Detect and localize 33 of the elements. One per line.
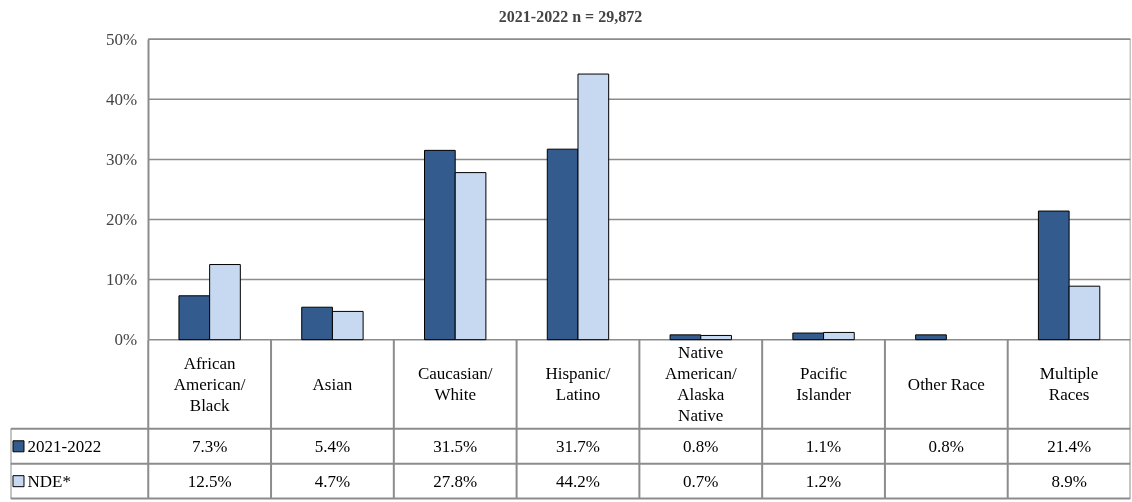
data-label: 0.8% (683, 436, 719, 456)
y-tick-label: 0% (114, 330, 138, 350)
bar (915, 334, 947, 341)
x-tick-label: Caucasian/White (417, 364, 493, 405)
x-tick-label: Multiple Races (1039, 364, 1099, 405)
data-label: 12.5% (187, 471, 232, 491)
chart-title: 2021-2022 n = 29,872 (498, 7, 643, 25)
data-label: 5.4% (314, 436, 351, 456)
x-tick-label: Hispanic/Latino (545, 364, 611, 405)
y-tick-label: 30% (106, 149, 138, 169)
data-label: 31.7% (556, 436, 600, 456)
x-tick-label: Other Race (907, 374, 985, 394)
y-tick-label: 20% (106, 209, 138, 229)
data-label: 1.1% (805, 436, 842, 456)
data-label: 27.8% (433, 471, 478, 491)
x-tick-label: Pacific Islander (796, 364, 852, 405)
legend-label: 2021-2022 (27, 436, 102, 456)
legend-label: NDE* (27, 471, 71, 491)
data-label: 31.5% (433, 436, 478, 456)
x-tick-label: African American/Black (173, 353, 246, 415)
data-label: 1.2% (805, 471, 842, 491)
data-label: 0.8% (928, 436, 965, 456)
x-tick-label: Asian (312, 374, 353, 394)
data-label: 8.9% (1051, 471, 1087, 491)
y-tick-label: 40% (106, 89, 138, 109)
data-label: 7.3% (191, 436, 228, 456)
y-tick-label: 50% (106, 29, 138, 49)
x-tick-label: Native American/Alaska Native (664, 343, 737, 426)
data-label: 0.7% (683, 471, 719, 491)
data-label: 4.7% (314, 471, 351, 491)
data-label: 21.4% (1047, 436, 1092, 456)
data-label: 44.2% (556, 471, 600, 491)
y-tick-label: 10% (106, 270, 138, 290)
